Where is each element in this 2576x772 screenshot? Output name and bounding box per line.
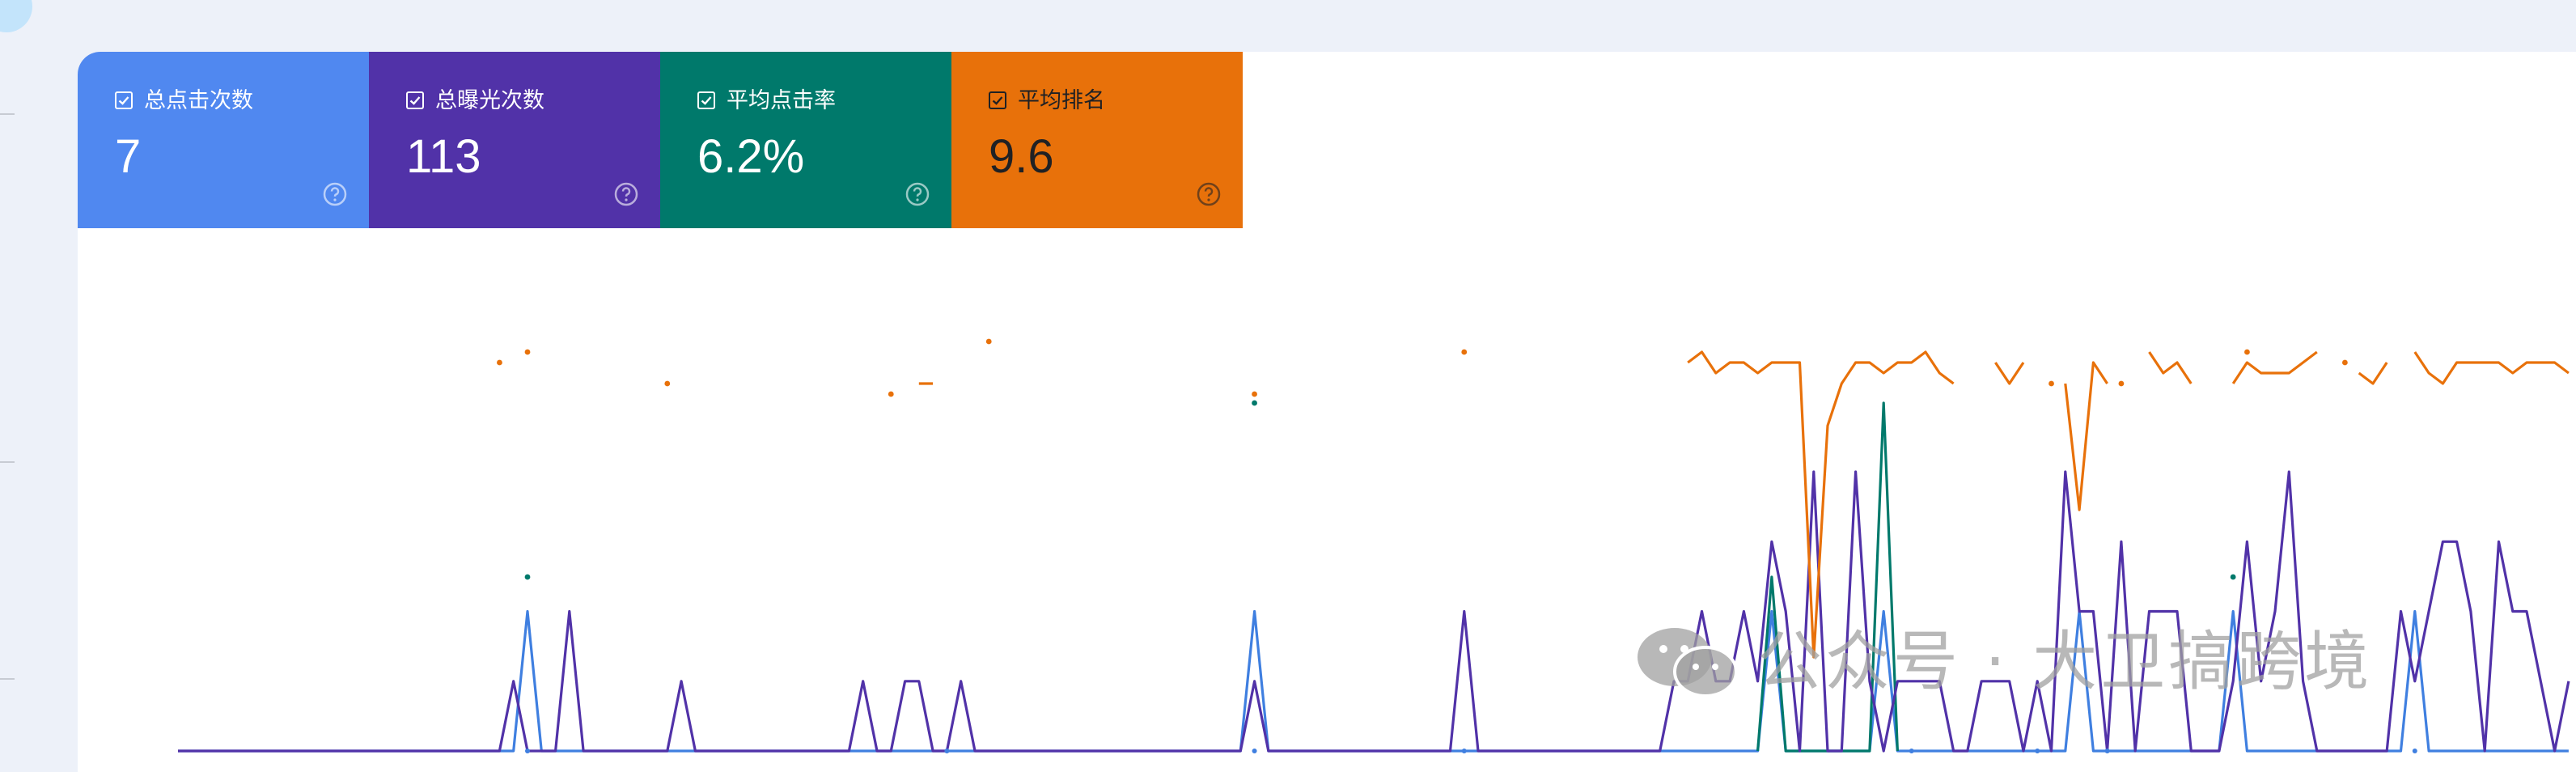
- series-point-clicks: [2412, 749, 2417, 753]
- left-rail: [0, 0, 78, 772]
- help-icon[interactable]: [1196, 181, 1222, 207]
- checkbox-checked-icon[interactable]: [115, 91, 133, 109]
- series-segment-position-inverted: [1994, 362, 2025, 385]
- series-point-ctr-percent: [2230, 574, 2236, 580]
- metric-tile-position[interactable]: 平均排名 9.6: [951, 52, 1243, 228]
- series-point-clicks: [1252, 749, 1257, 753]
- help-icon[interactable]: [322, 181, 348, 207]
- series-point-ctr-percent: [1252, 400, 1257, 406]
- metric-value: 6.2%: [697, 130, 805, 183]
- series-segment-position-inverted: [2148, 351, 2193, 384]
- metric-label: 总点击次数: [144, 88, 253, 112]
- series-segment-position-inverted: [2064, 361, 2108, 511]
- series-point-position-inverted: [2049, 380, 2054, 387]
- metric-tile-ctr[interactable]: 平均点击率 6.2%: [660, 52, 951, 228]
- series-point-position-inverted: [888, 391, 894, 397]
- rail-indicator: [0, 0, 32, 32]
- rail-divider: [0, 678, 15, 680]
- series-point-position-inverted: [664, 380, 671, 387]
- series-point-position-inverted: [1461, 349, 1468, 355]
- performance-chart[interactable]: 2024/8/162024/8/292024/9/112024/9/242024…: [78, 228, 2576, 772]
- series-point-position-inverted: [985, 338, 992, 345]
- metric-value: 113: [406, 130, 481, 183]
- metric-label: 平均排名: [1018, 88, 1105, 112]
- series-point-clicks: [2035, 749, 2040, 753]
- help-icon[interactable]: [905, 181, 930, 207]
- series-point-clicks: [944, 749, 950, 753]
- watermark-text: 公众号 · 大卫搞跨境: [1757, 624, 2373, 699]
- metric-value: 7: [115, 130, 142, 183]
- series-point-clicks: [1909, 749, 1914, 753]
- series-point-ctr-percent: [524, 574, 531, 580]
- series-point-clicks: [1461, 749, 1467, 753]
- help-icon[interactable]: [613, 181, 639, 207]
- checkbox-checked-icon[interactable]: [989, 91, 1006, 109]
- series-point-position-inverted: [2342, 359, 2348, 366]
- series-point-position-inverted: [2244, 349, 2250, 355]
- series-point-position-inverted: [2118, 380, 2125, 387]
- series-layer: [178, 338, 2570, 753]
- series-line-impressions: [178, 470, 2570, 753]
- metric-value: 9.6: [989, 130, 1054, 183]
- performance-card: 总点击次数 7 总曝光次数 113 平均点击率 6.2% 平均排名: [78, 52, 2576, 772]
- metric-tiles: 总点击次数 7 总曝光次数 113 平均点击率 6.2% 平均排名: [78, 52, 1243, 228]
- checkbox-checked-icon[interactable]: [406, 91, 424, 109]
- series-segment-position-inverted: [1687, 350, 1955, 659]
- rail-divider: [0, 113, 15, 115]
- rail-divider: [0, 461, 15, 463]
- metric-tile-clicks[interactable]: 总点击次数 7: [78, 52, 369, 228]
- series-segment-position-inverted: [2413, 351, 2570, 385]
- series-point-position-inverted: [1252, 391, 1257, 397]
- series-segment-position-inverted: [2231, 350, 2318, 384]
- series-segment-position-inverted: [2358, 362, 2388, 385]
- series-point-clicks: [525, 749, 530, 753]
- series-point-position-inverted: [497, 359, 502, 366]
- metric-tile-impressions[interactable]: 总曝光次数 113: [369, 52, 660, 228]
- checkbox-checked-icon[interactable]: [697, 91, 715, 109]
- metric-label: 总曝光次数: [435, 88, 544, 112]
- metric-label: 平均点击率: [727, 88, 836, 112]
- watermark: 公众号 · 大卫搞跨境: [1634, 625, 2372, 699]
- series-point-clicks: [2104, 749, 2110, 753]
- series-point-position-inverted: [524, 349, 531, 355]
- wechat-logo-icon: [1638, 628, 1738, 698]
